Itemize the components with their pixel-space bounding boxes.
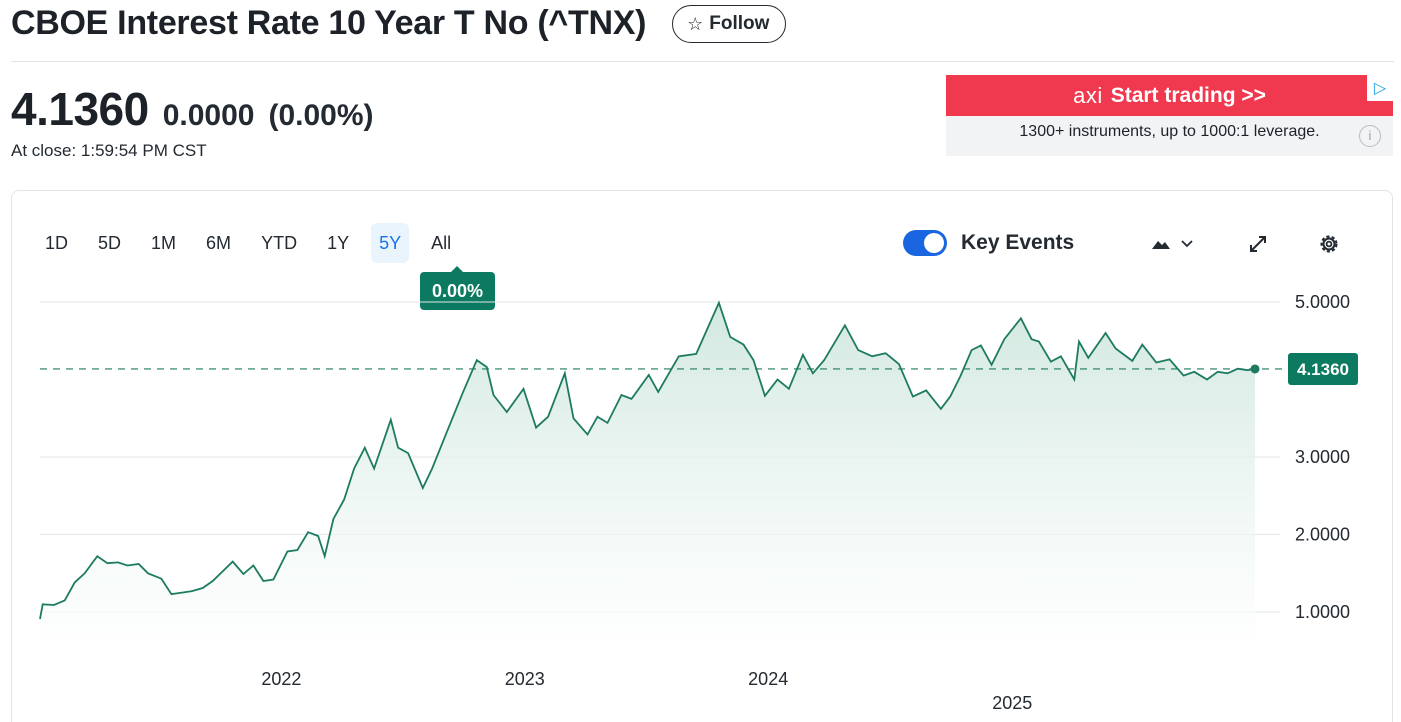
price-area [40,302,1255,652]
last-value-label: 4.1360 [1297,360,1349,379]
range-change-tooltip: 0.00% [420,266,495,310]
ad-cta-text: Start trading >> [1110,83,1266,107]
last-price-dot [1250,364,1260,374]
x-tick-label: 2022 [261,669,301,689]
key-events-control: Key Events [903,230,1074,256]
key-events-label: Key Events [961,231,1075,254]
follow-button[interactable]: ☆ Follow [672,4,787,43]
gear-icon [1320,235,1338,253]
chart-type-dropdown[interactable] [1148,229,1196,259]
ad-logo: axi [1073,82,1103,108]
quote-row: 4.1360 0.0000 (0.00%) [11,82,374,136]
fullscreen-button[interactable] [1244,229,1272,259]
range-tabs: 1D 5D 1M 6M YTD 1Y 5Y All [37,223,473,263]
key-events-toggle[interactable] [903,230,947,256]
ad-subtitle: 1300+ instruments, up to 1000:1 leverage… [1019,123,1320,140]
range-tab-6m[interactable]: 6M [206,232,232,253]
x-tick-label: 2023 [505,669,545,689]
header-divider [11,61,1394,62]
range-tab-1m[interactable]: 1M [151,232,177,253]
x-axis: 2022 2023 2024 2025 [261,669,1032,713]
y-tick-label: 1.0000 [1295,602,1350,622]
range-tab-1y[interactable]: 1Y [327,232,350,253]
ad-banner[interactable]: axi Start trading >> ▷ 1300+ instruments… [946,75,1393,156]
range-tab-5y[interactable]: 5Y [371,223,410,263]
header-row: CBOE Interest Rate 10 Year T No (^TNX) ☆… [11,4,787,43]
mountain-chart-icon [1152,240,1193,249]
ad-info-icon[interactable]: i [1359,125,1381,147]
chart-settings-button[interactable] [1314,229,1344,259]
price-change: 0.0000 [162,99,255,132]
x-tick-label: 2024 [748,669,788,689]
range-tab-5d[interactable]: 5D [98,232,122,253]
star-icon: ☆ [687,13,704,34]
price-line [39,300,1256,620]
y-axis: 1.0000 2.0000 3.0000 5.0000 [1295,292,1350,622]
x-tick-label: 2025 [992,693,1032,713]
close-time: At close: 1:59:54 PM CST [11,141,207,160]
y-tick-label: 5.0000 [1295,292,1350,312]
range-tab-all[interactable]: All [431,232,452,253]
current-price: 4.1360 [11,83,149,135]
follow-label: Follow [709,12,770,34]
range-tab-1d[interactable]: 1D [45,232,69,253]
ad-cta-bar[interactable]: axi Start trading >> [946,75,1393,116]
y-tick-label: 2.0000 [1295,525,1350,545]
toggle-knob [924,233,944,253]
ad-choices-icon[interactable]: ▷ [1367,75,1393,101]
range-tab-ytd[interactable]: YTD [261,232,298,253]
expand-icon [1250,236,1266,252]
y-tick-label: 3.0000 [1295,447,1350,467]
last-value-badge: 4.1360 [1288,352,1358,385]
price-change-percent: (0.00%) [268,99,374,132]
page-title: CBOE Interest Rate 10 Year T No (^TNX) [11,4,647,42]
chevron-down-icon [1181,240,1193,248]
